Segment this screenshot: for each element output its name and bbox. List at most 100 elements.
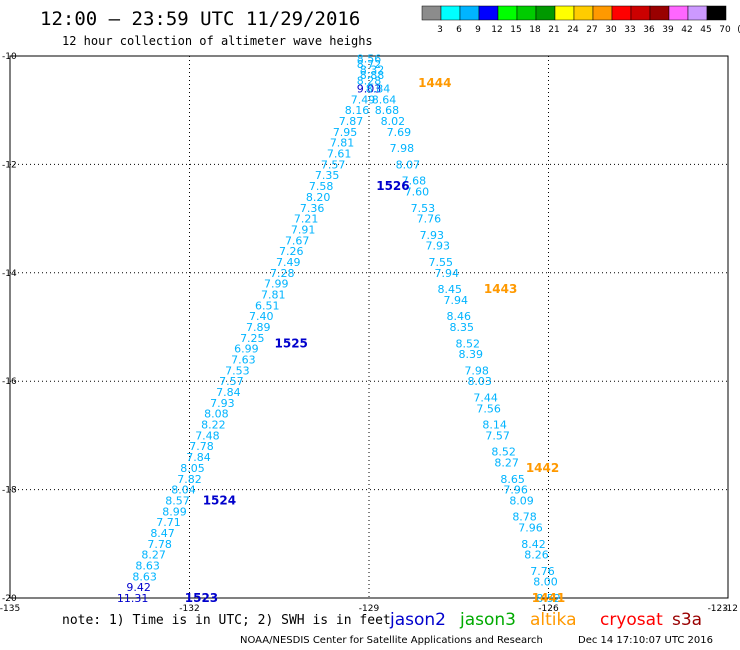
x-tick-label: -126 bbox=[538, 604, 559, 614]
wave-height-label: 7.53 bbox=[411, 202, 436, 215]
color-scale-label: 12 bbox=[491, 25, 502, 35]
color-scale-label: 6 bbox=[456, 25, 462, 35]
pass-number-label: 1444 bbox=[418, 76, 451, 90]
wave-height-label: 8.28 bbox=[357, 74, 382, 87]
wave-height-label: 8.02 bbox=[381, 115, 406, 128]
pass-number-label: 1441 bbox=[532, 591, 565, 605]
wave-height-label: 7.49 bbox=[276, 256, 301, 269]
wave-height-label: 7.93 bbox=[426, 240, 451, 253]
wave-height-label: 6.99 bbox=[234, 343, 259, 356]
wave-height-label: 7.36 bbox=[300, 202, 325, 215]
wave-height-label: 8.56 bbox=[357, 53, 382, 66]
wave-height-label: 8.99 bbox=[162, 505, 187, 518]
note-text: note: 1) Time is in UTC; 2) SWH is in fe… bbox=[62, 613, 391, 628]
color-scale-swatch bbox=[573, 5, 594, 21]
color-scale-swatch bbox=[592, 5, 613, 21]
color-scale-label: 15 bbox=[510, 25, 521, 35]
wave-height-label: 6.51 bbox=[255, 299, 280, 312]
legend-entry-jason2: jason2 bbox=[389, 610, 446, 630]
footer: NOAA/NESDIS Center for Satellite Applica… bbox=[240, 635, 713, 646]
x-tick-label: -132 bbox=[179, 604, 199, 614]
wave-height-label: 8.65 bbox=[500, 473, 525, 486]
wave-height-label: 7.57 bbox=[219, 375, 244, 388]
color-scale-label: 33 bbox=[624, 25, 635, 35]
wave-height-label: 8.00 bbox=[533, 576, 558, 589]
y-tick-label: -16 bbox=[2, 377, 17, 387]
wave-height-label: 7.98 bbox=[390, 142, 415, 155]
wave-height-label: 7.48 bbox=[195, 429, 220, 442]
wave-height-label: 7.96 bbox=[518, 522, 543, 535]
wave-height-label: 7.69 bbox=[387, 126, 412, 139]
wave-height-label: 7.95 bbox=[333, 126, 358, 139]
pass-labels: 14441526144315251442152415231441175717 bbox=[185, 76, 565, 605]
wave-height-label: 7.93 bbox=[210, 397, 235, 410]
wave-height-label: 8.20 bbox=[306, 191, 331, 204]
wave-height-label: 8.63 bbox=[135, 559, 160, 572]
color-scale-label: 27 bbox=[586, 25, 597, 35]
wave-height-label: 7.96 bbox=[503, 484, 528, 497]
wave-height-label: 7.94 bbox=[435, 267, 460, 280]
wave-height-label: 7.84 bbox=[186, 451, 211, 464]
wave-height-label: 7.53 bbox=[225, 364, 250, 377]
wave-height-label: 7.76 bbox=[417, 213, 442, 226]
y-tick-label: -20 bbox=[2, 594, 17, 604]
pass-number-label: 1443 bbox=[484, 282, 517, 296]
color-scale-swatch bbox=[459, 5, 480, 21]
footer-timestamp: Dec 14 17:10:07 UTC 2016 bbox=[578, 635, 713, 646]
wave-height-label: 7.98 bbox=[464, 364, 489, 377]
wave-height-label: 7.55 bbox=[429, 256, 454, 269]
pass-number-label: 1525 bbox=[275, 336, 308, 350]
color-scale-swatch bbox=[421, 5, 442, 21]
wave-height-label: 7.81 bbox=[261, 288, 286, 301]
wave-height-label: 7.71 bbox=[156, 516, 181, 529]
wave-height-label: 8.88 bbox=[360, 69, 385, 82]
color-scale-swatch bbox=[440, 5, 461, 21]
wave-height-label: 7.57 bbox=[485, 429, 510, 442]
color-scale-swatch bbox=[668, 5, 689, 21]
wave-height-label: 7.99 bbox=[264, 278, 289, 291]
wave-height-label: 7.84 bbox=[216, 386, 241, 399]
wave-height-label: 7.87 bbox=[339, 115, 364, 128]
wave-height-label: 7.81 bbox=[330, 137, 355, 150]
plot-frame bbox=[9, 55, 729, 599]
wave-height-label: 8.47 bbox=[150, 527, 175, 540]
color-scale-label: 3 bbox=[437, 25, 443, 35]
color-scale-label: 45 bbox=[700, 25, 711, 35]
wave-height-label: 8.52 bbox=[491, 446, 516, 459]
wave-height-label: 7.28 bbox=[270, 267, 295, 280]
wave-height-label: 8.03 bbox=[467, 375, 492, 388]
color-scale-swatch bbox=[478, 5, 499, 21]
wave-height-label: 7.61 bbox=[327, 148, 352, 161]
wave-height-label: 7.60 bbox=[405, 186, 430, 199]
y-tick-label: -14 bbox=[2, 269, 17, 279]
wave-height-label: 7.94 bbox=[444, 294, 469, 307]
color-scale-swatch bbox=[611, 5, 632, 21]
x-tick-label: -135 bbox=[0, 604, 20, 614]
color-scale-label: 30 bbox=[605, 25, 617, 35]
wave-height-label: 7.89 bbox=[246, 321, 271, 334]
wave-height-label: 8.68 bbox=[375, 104, 400, 117]
color-scale-label: 39 bbox=[662, 25, 674, 35]
notes: note: 1) Time is in UTC; 2) SWH is in fe… bbox=[62, 613, 391, 628]
wave-height-label: 11.31 bbox=[117, 592, 149, 605]
wave-height-label: 7.68 bbox=[402, 175, 427, 188]
pass-number-label: 1526 bbox=[376, 179, 409, 193]
wave-height-label: 7.44 bbox=[473, 391, 498, 404]
wave-height-label: 7.93 bbox=[420, 229, 445, 242]
wave-height-label: 8.22 bbox=[201, 419, 226, 432]
wave-height-label: 7.67 bbox=[285, 234, 310, 247]
wave-height-label: 8.27 bbox=[494, 457, 519, 470]
y-tick-label: -18 bbox=[2, 486, 17, 496]
y-tick-label: -12 bbox=[2, 160, 17, 170]
color-scale-swatch bbox=[649, 5, 670, 21]
wave-height-label: 7.63 bbox=[231, 354, 256, 367]
wave-height-label: 8.26 bbox=[524, 549, 549, 562]
chart-title: 12:00 – 23:59 UTC 11/29/2016 bbox=[40, 8, 360, 30]
wave-height-label: 8.07 bbox=[396, 158, 421, 171]
wave-height-label: 8.14 bbox=[482, 419, 507, 432]
color-scale-label: 9 bbox=[475, 25, 481, 35]
wave-height-label: 7.57 bbox=[321, 158, 346, 171]
color-scale-label: 21 bbox=[548, 25, 559, 35]
